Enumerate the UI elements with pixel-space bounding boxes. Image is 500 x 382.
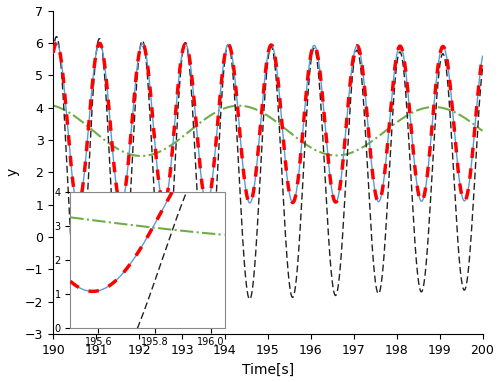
BT DC bbox=[54, 34, 60, 39]
Original bbox=[317, 70, 323, 75]
Hankel bbox=[53, 104, 59, 109]
Proposed bbox=[480, 53, 486, 58]
Hankel bbox=[366, 141, 372, 145]
Original bbox=[50, 50, 56, 55]
Proposed bbox=[77, 199, 83, 203]
BT DC bbox=[317, 91, 323, 96]
Hankel bbox=[317, 150, 323, 154]
Hankel bbox=[138, 154, 144, 158]
BT DC bbox=[230, 76, 236, 80]
Line: Original: Original bbox=[53, 43, 482, 204]
X-axis label: Time[s]: Time[s] bbox=[242, 363, 294, 376]
Proposed bbox=[50, 50, 56, 55]
Original bbox=[480, 53, 486, 58]
Hankel bbox=[50, 103, 56, 108]
Proposed bbox=[473, 110, 479, 114]
Hankel bbox=[473, 124, 479, 128]
Original bbox=[53, 41, 59, 45]
BT DC bbox=[77, 298, 83, 302]
Proposed bbox=[366, 142, 372, 147]
BT DC bbox=[50, 50, 56, 54]
Original bbox=[75, 202, 81, 207]
Proposed bbox=[53, 41, 59, 45]
Proposed bbox=[75, 202, 81, 207]
Original bbox=[366, 142, 372, 147]
Line: BT DC: BT DC bbox=[53, 37, 482, 307]
Y-axis label: y: y bbox=[6, 168, 20, 176]
Line: Proposed: Proposed bbox=[53, 43, 482, 204]
Hankel bbox=[230, 104, 236, 108]
Proposed bbox=[54, 40, 60, 45]
BT DC bbox=[75, 305, 81, 309]
BT DC bbox=[480, 66, 486, 70]
Line: Hankel: Hankel bbox=[53, 105, 482, 156]
Hankel bbox=[480, 129, 486, 133]
Original bbox=[54, 40, 60, 45]
Original bbox=[230, 62, 236, 66]
Proposed bbox=[230, 62, 236, 66]
BT DC bbox=[53, 34, 59, 39]
Original bbox=[77, 199, 83, 203]
BT DC bbox=[366, 204, 372, 209]
Hankel bbox=[77, 118, 83, 122]
BT DC bbox=[473, 150, 479, 154]
Proposed bbox=[317, 70, 323, 75]
Original bbox=[473, 110, 479, 114]
